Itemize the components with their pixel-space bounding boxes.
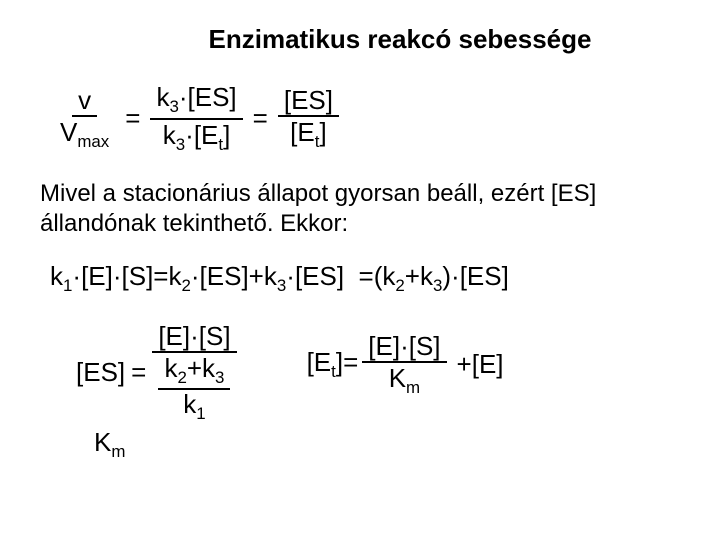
eq1-mid-den-post-post: ] bbox=[223, 120, 230, 150]
eq3-left-den-bot-a: k bbox=[183, 389, 196, 419]
eq3-left-den: k2+k3 k1 bbox=[152, 353, 236, 423]
eq1-mid-num: k3·[ES] bbox=[150, 83, 242, 120]
eq3-left-den-top-b: +k bbox=[187, 353, 215, 383]
eq3-right-lhs-post: ]= bbox=[336, 347, 358, 377]
eq1-mid-num-pre: k bbox=[156, 82, 169, 112]
eq3-left: [ES] = [E]·[S] k2+k3 k1 bbox=[76, 322, 237, 423]
eq1-equals-a: = bbox=[125, 103, 140, 134]
eq1-lhs-den-pre: V bbox=[60, 117, 77, 147]
equation-1: v Vmax = k3·[ES] k3·[Et] = [ES] [Et] bbox=[36, 83, 684, 155]
km-label: Km bbox=[76, 427, 237, 462]
eq2-s6: 3 bbox=[433, 276, 442, 295]
eq1-mid-den-pre: k bbox=[163, 120, 176, 150]
equation-3: [ES] = [E]·[S] k2+k3 k1 bbox=[36, 322, 684, 463]
eq1-mid-den-sub: 3 bbox=[176, 135, 185, 154]
eq3-left-num: [E]·[S] bbox=[152, 322, 236, 354]
eq3-left-den-top: k2+k3 bbox=[158, 355, 230, 390]
eq3-right-lhs-pre: [E bbox=[307, 347, 332, 377]
equation-2: k1·[E]·[S]=k2·[ES]+k3·[ES] =(k2+k3)·[ES] bbox=[36, 261, 684, 296]
eq2-s2: 2 bbox=[181, 276, 190, 295]
eq3-left-lhs: [ES] bbox=[76, 357, 125, 388]
eq3-right-tail: +[E] bbox=[457, 349, 504, 380]
eq2-p1: k bbox=[50, 261, 63, 291]
eq3-left-frac: [E]·[S] k2+k3 k1 bbox=[152, 322, 236, 423]
eq3-left-den-top-as: 2 bbox=[177, 369, 186, 388]
eq1-rhs-den-post: ] bbox=[319, 117, 326, 147]
eq2-p2: ·[E]·[S]=k bbox=[72, 261, 181, 291]
eq3-right-lhs: [Et]= bbox=[307, 347, 359, 382]
eq3-right-den-pre: K bbox=[389, 363, 406, 393]
eq1-rhs-den-pre: [E bbox=[290, 117, 315, 147]
eq2-p3: ·[ES]+k bbox=[191, 261, 277, 291]
frac-k3es-k3et: k3·[ES] k3·[Et] bbox=[150, 83, 242, 155]
eq1-lhs-den-sub: max bbox=[77, 132, 109, 151]
km-pre: K bbox=[94, 427, 111, 457]
frac-es-et: [ES] [Et] bbox=[278, 86, 339, 152]
eq1-mid-num-post: ·[ES] bbox=[179, 82, 237, 112]
eq3-right-den-sub: m bbox=[406, 379, 420, 398]
km-sub: m bbox=[111, 442, 125, 461]
eq3-left-den-top-bs: 3 bbox=[215, 369, 224, 388]
eq3-left-den-bot: k1 bbox=[177, 390, 211, 423]
eq3-left-eq: = bbox=[131, 357, 146, 388]
frac-v-vmax: v Vmax bbox=[54, 86, 115, 152]
eq3-left-den-bot-as: 1 bbox=[196, 404, 205, 423]
eq2-p6: +k bbox=[405, 261, 433, 291]
eq1-rhs-num: [ES] bbox=[278, 86, 339, 118]
eq1-lhs-num: v bbox=[72, 86, 97, 118]
eq3-right-frac: [E]·[S] Km bbox=[362, 332, 446, 398]
eq2-p7: )·[ES] bbox=[442, 261, 508, 291]
eq3-left-den-stack: k2+k3 k1 bbox=[158, 355, 230, 423]
eq3-right-num: [E]·[S] bbox=[362, 332, 446, 364]
eq3-right: [Et]= [E]·[S] Km +[E] bbox=[307, 332, 504, 398]
eq1-mid-den: k3·[Et] bbox=[157, 120, 237, 155]
eq2-p5: =(k bbox=[359, 261, 396, 291]
eq2-s3: 3 bbox=[277, 276, 286, 295]
eq2-p4: ·[ES] bbox=[286, 261, 344, 291]
explanatory-paragraph: Mivel a stacionárius állapot gyorsan beá… bbox=[36, 179, 684, 239]
eq2-s5: 2 bbox=[395, 276, 404, 295]
eq3-right-den: Km bbox=[383, 363, 426, 398]
eq2-s1: 1 bbox=[63, 276, 72, 295]
eq1-equals-b: = bbox=[253, 103, 268, 134]
page-title: Enzimatikus reakcó sebessége bbox=[36, 24, 684, 55]
eq1-lhs-den: Vmax bbox=[54, 117, 115, 152]
eq1-mid-num-sub: 3 bbox=[169, 97, 178, 116]
eq1-mid-den-post-pre: ·[E bbox=[185, 120, 218, 150]
eq3-left-wrapper: [ES] = [E]·[S] k2+k3 k1 bbox=[76, 322, 237, 463]
eq3-left-den-top-a: k bbox=[164, 353, 177, 383]
eq1-rhs-den: [Et] bbox=[284, 117, 333, 152]
eq2-gap bbox=[344, 261, 358, 291]
